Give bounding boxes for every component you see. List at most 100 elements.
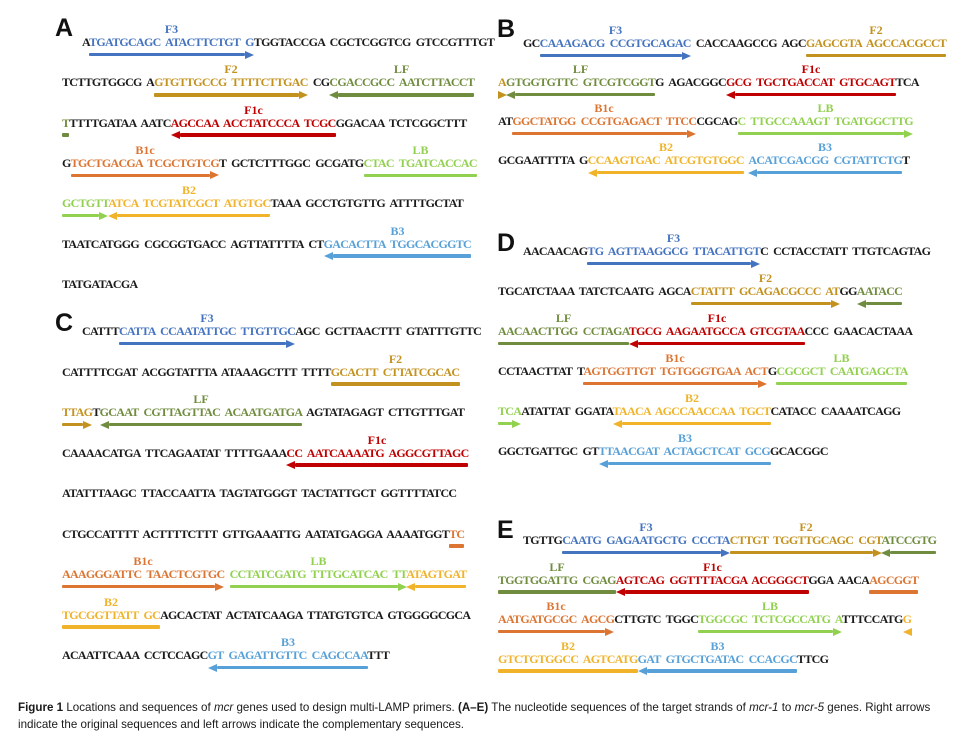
sequence-segment-orange: TGCTGACGA TCGCTGTCG bbox=[70, 155, 220, 170]
primer-arrow bbox=[62, 211, 108, 220]
arrowhead-right-icon bbox=[751, 259, 760, 268]
sequence-segment-red: CC AATCAAAATG AGGCGTTAGC bbox=[286, 445, 469, 460]
primer-label-f2: F2 bbox=[869, 23, 883, 37]
sequence-segment-black: CACCAAGCCG AGC bbox=[690, 36, 807, 50]
sequence-segment-black: CATTTTCGAT ACGGTATTTA ATAAAGCTTT TTTT bbox=[62, 364, 331, 379]
arrow-body bbox=[587, 261, 751, 266]
primer-arrow-f3 bbox=[587, 259, 760, 268]
primer-label-f3: F3 bbox=[200, 311, 214, 325]
sequence-line-c-2: CATTTTCGAT ACGGTATTTA ATAAAGCTTT TTTTGCA… bbox=[62, 353, 460, 406]
sequence-segment-lightgreen: CTAC TGATCACCAC bbox=[363, 155, 478, 170]
arrow-body bbox=[597, 170, 744, 175]
primer-arrow-lb bbox=[364, 171, 477, 180]
sequence-line-a-5: GCTGTTATCA TCGTATCGCT ATGTGCTAAA GCCTGTG… bbox=[62, 184, 464, 237]
caption-italic-text: mcr-5 bbox=[794, 701, 825, 714]
sequence-segment-lightblue: GT GAGATTGTTC CAGCCAA bbox=[207, 648, 368, 662]
sequence-segment-lightgreen: GCTGTT bbox=[62, 196, 109, 211]
primer-arrow bbox=[881, 548, 936, 557]
primer-arrow-lf bbox=[100, 420, 302, 429]
sequence-segment-black: CATTT bbox=[82, 324, 120, 338]
primer-label-b2: B2 bbox=[103, 594, 119, 609]
arrowhead-left-icon bbox=[286, 461, 295, 469]
sequence-line-a-7: TATGATACGA bbox=[62, 277, 138, 318]
arrow-body bbox=[415, 584, 466, 589]
sequence-line-b-3: ATGGCTATGG CCGTGAGACT TTCCCGCAGC TTGCCAA… bbox=[498, 102, 914, 155]
arrowhead-left-icon bbox=[613, 419, 622, 428]
sequence-line-d-5: TCAATATTAT GGATATAACA AGCCAACCAA TGCTCAT… bbox=[498, 392, 901, 445]
sequence-text: CTGCCATTTT ACTTTTCTTT GTTGAAATTG AATATGA… bbox=[62, 527, 465, 541]
sequence-segment-green: GTGGTGTTC GTCGTCGGT bbox=[505, 75, 656, 89]
primer-label-b1c: B1c bbox=[133, 554, 153, 568]
primer-label-lb: LB bbox=[412, 142, 429, 157]
sequence-segment-yellow: ATAGTGAT bbox=[406, 567, 467, 581]
sequence-segment-green: GCAAT CGTTAGTTAC ACAATGATGA bbox=[99, 405, 303, 419]
sequence-text: TGTTGCAATG GAGAATGCTG CCCTACTTGT TGGTTGC… bbox=[523, 534, 937, 547]
primer-label-lf: LF bbox=[555, 311, 572, 325]
sequence-segment-green: CGACCGCC AATCTTACCT bbox=[329, 75, 475, 90]
sequence-segment-green: T bbox=[62, 115, 70, 130]
arrow-body bbox=[869, 590, 918, 594]
primer-arrow bbox=[903, 627, 912, 636]
sequence-text: GGCTGATTGC GTTTAACGAT ACTAGCTCAT GCGGCAC… bbox=[498, 444, 829, 458]
arrowhead-right-icon bbox=[873, 548, 882, 557]
primer-label-lb: LB bbox=[817, 101, 834, 115]
sequence-segment-green: AACAACTTGG CCTAGA bbox=[498, 324, 629, 338]
primer-label-b2: B2 bbox=[560, 638, 576, 653]
primer-arrow-lb bbox=[776, 379, 907, 388]
arrowhead-right-icon bbox=[498, 90, 507, 99]
sequence-segment-gold: GCACTT CTTATCGCAC bbox=[330, 364, 460, 379]
panel-label-a: A bbox=[55, 14, 74, 42]
sequence-line-a-2: TCTTGTGGCG AGTGTTGCCG TTTTCTTGAC CGCGACC… bbox=[62, 63, 475, 116]
sequence-segment-black: CTTGTC TGGC bbox=[614, 612, 699, 626]
sequence-segment-blue: TGATGCAGC ATACTTCTGT G bbox=[89, 35, 254, 49]
sequence-segment-black: CGCAG bbox=[696, 114, 738, 128]
primer-label-lb: LB bbox=[761, 599, 779, 613]
caption-text: to bbox=[778, 701, 795, 714]
sequence-segment-orange: AATGATGCGC AGCG bbox=[498, 612, 615, 626]
sequence-text: AACAACAGTG AGTTAAGGCG TTACATTGTC CCTACCT… bbox=[523, 245, 931, 258]
arrow-body bbox=[498, 629, 605, 634]
sequence-segment-gold: GTGTTGCCG TTTTCTTGAC bbox=[154, 75, 308, 90]
primer-label-f3: F3 bbox=[608, 23, 623, 37]
sequence-segment-red: AGTCAG GGTTTTACGA ACGGGCT bbox=[615, 572, 809, 587]
arrow-body bbox=[562, 550, 721, 555]
sequence-segment-black: T bbox=[902, 153, 910, 167]
arrowhead-left-icon bbox=[599, 459, 608, 468]
arrowhead-left-icon bbox=[629, 339, 638, 348]
sequence-text: ATGATGCAGC ATACTTCTGT GTGGTACCGA CGCTCGG… bbox=[82, 35, 495, 49]
primer-label-b3: B3 bbox=[280, 635, 296, 649]
sequence-text: CATTTTCGAT ACGGTATTTA ATAAAGCTTT TTTTGCA… bbox=[62, 364, 460, 379]
sequence-segment-black: T GCTCTTTGGC GCGATG bbox=[218, 155, 364, 170]
sequence-line-a-4: GTGCTGACGA TCGCTGTCGT GCTCTTTGGC GCGATGC… bbox=[62, 144, 478, 197]
primer-label-f2: F2 bbox=[758, 271, 773, 285]
caption-text: genes. Right arrows indicate the origina… bbox=[18, 701, 931, 732]
sequence-text: CCTAACTTAT TAGTGGTTGT TGTGGGTGAA ACTGCGC… bbox=[498, 365, 908, 378]
arrowhead-left-icon bbox=[748, 168, 757, 177]
sequence-segment-orange: GGCTATGG CCGTGAGACT TTCC bbox=[512, 114, 697, 128]
sequence-text: TAATCATGGG CGCGGTGACC AGTTATTTTA CTGACAC… bbox=[62, 237, 472, 251]
primer-label-f2: F2 bbox=[388, 351, 403, 366]
sequence-segment-black: G bbox=[62, 155, 71, 170]
primer-arrow-lf bbox=[506, 90, 655, 99]
sequence-segment-lightblue: ACATCGACGG CGTATTCTG bbox=[748, 153, 903, 167]
sequence-line-a-1: ATGATGCAGC ATACTTCTGT GTGGTACCGA CGCTCGG… bbox=[82, 23, 495, 76]
sequence-segment-yellow: G bbox=[902, 612, 912, 626]
arrow-body bbox=[295, 463, 468, 467]
arrow-body bbox=[62, 133, 69, 137]
sequence-segment-red: GCG TGCTGACCAT GTGCAGT bbox=[726, 75, 896, 89]
primer-arrow bbox=[62, 420, 92, 429]
arrow-body bbox=[540, 53, 682, 58]
primer-label-b3: B3 bbox=[677, 431, 693, 445]
primer-label-lf: LF bbox=[572, 62, 589, 76]
caption-text: genes used to design multi-LAMP primers. bbox=[233, 701, 458, 714]
sequence-line-d-4: CCTAACTTAT TAGTGGTTGT TGTGGGTGAA ACTGCGC… bbox=[498, 352, 908, 405]
arrow-body bbox=[62, 213, 99, 218]
primer-label-b1c: B1c bbox=[135, 142, 155, 157]
sequence-segment-yellow: ATCA TCGTATCGCT ATGTGC bbox=[108, 196, 271, 211]
primer-label-lb: LB bbox=[310, 554, 327, 568]
sequence-segment-black: G AGACGGC bbox=[655, 75, 727, 89]
sequence-segment-lightblue: TTAACGAT ACTAGCTCAT GCG bbox=[598, 444, 771, 458]
arrow-body bbox=[154, 93, 299, 97]
primer-arrow-f1c bbox=[629, 339, 805, 348]
